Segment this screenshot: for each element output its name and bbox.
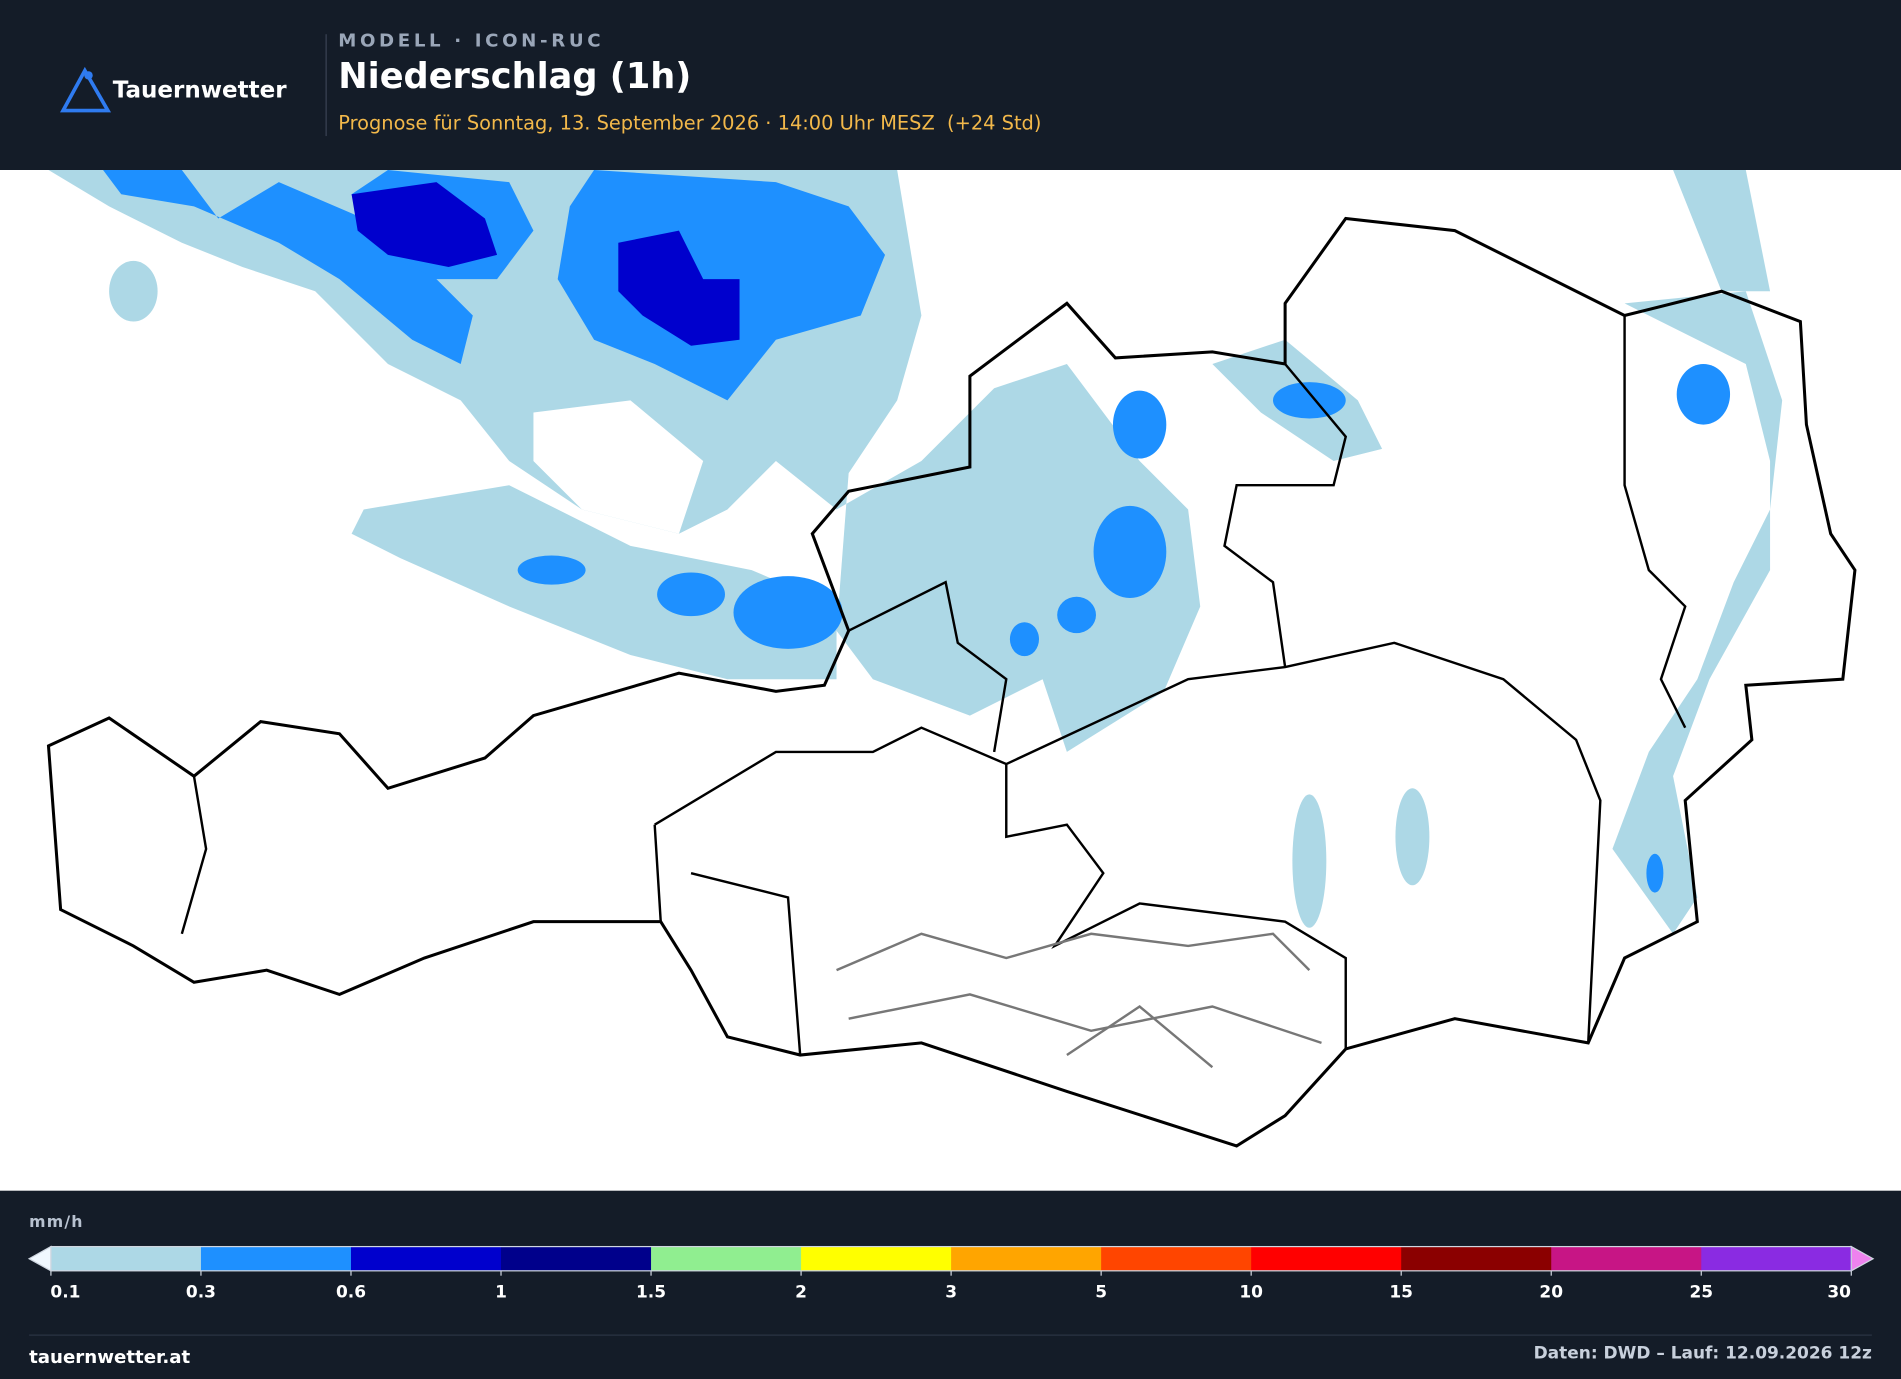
precip-strong: [351, 182, 498, 267]
legend-unit: mm/h: [29, 1212, 84, 1231]
precip-light: [351, 485, 837, 680]
legend-segment: [1101, 1246, 1252, 1271]
precip-mid: [1112, 390, 1167, 459]
precip-light: [1292, 794, 1327, 928]
precip-gap: [533, 400, 704, 534]
legend-segment: [501, 1246, 652, 1271]
precip-light: [1612, 291, 1783, 934]
legend-segment: [200, 1246, 352, 1271]
legend-label: 1: [495, 1283, 507, 1303]
legend-segment: [651, 1246, 802, 1271]
precip-mid: [103, 169, 473, 364]
footer-site: tauernwetter.at: [29, 1347, 190, 1368]
kicker: MODELL · ICON-RUC: [338, 30, 604, 51]
legend-label: 30: [1827, 1283, 1851, 1303]
logo-dot: [84, 71, 93, 80]
precip-mid: [1272, 382, 1346, 419]
precip-mid: [1093, 505, 1167, 598]
legend-segment: [350, 1246, 502, 1271]
legend-label: 3: [945, 1283, 957, 1303]
legend-label: 1.5: [636, 1283, 666, 1303]
legend-label: 2: [795, 1283, 807, 1303]
legend-segment: [951, 1246, 1102, 1271]
precip-mid: [1057, 596, 1096, 634]
footer-source: Daten: DWD – Lauf: 12.09.2026 12z: [1534, 1343, 1872, 1363]
subtitle: Prognose für Sonntag, 13. September 2026…: [338, 111, 1041, 134]
legend-segment: [1701, 1246, 1852, 1271]
legend-label: 10: [1239, 1283, 1263, 1303]
precip-light: [109, 260, 158, 322]
legend-label: 0.3: [186, 1283, 216, 1303]
title: Niederschlag (1h): [338, 56, 691, 97]
colorbar: 0.1 0.3 0.6 1 1.5 2 3 5 10 15 20 25 30: [27, 1245, 1875, 1303]
legend-segment: [50, 1246, 202, 1271]
precip-mid: [1676, 363, 1731, 425]
legend-label: 25: [1689, 1283, 1713, 1303]
header-bg: [0, 0, 1901, 170]
legend-label: 15: [1389, 1283, 1413, 1303]
logo-text: Tauernwetter: [113, 78, 287, 104]
legend-segment: [1251, 1246, 1402, 1271]
roads: [836, 932, 1322, 1069]
precip-mid: [1009, 622, 1040, 657]
precip-light: [1673, 169, 1771, 292]
legend-segment: [801, 1246, 952, 1271]
precip-strong: [618, 230, 740, 346]
precip-mid: [657, 572, 725, 617]
legend-label: 0.1: [50, 1283, 80, 1303]
legend-segment: [1551, 1246, 1702, 1271]
legend-segment: [1401, 1246, 1552, 1271]
legend-label: 20: [1539, 1283, 1563, 1303]
precip-light: [1395, 788, 1430, 886]
state-border: [180, 315, 1687, 1056]
legend-label: 5: [1095, 1283, 1107, 1303]
country-border: [46, 216, 1857, 1148]
legend-label: 0.6: [336, 1283, 366, 1303]
precip-mid: [517, 555, 586, 585]
footer-bg: [0, 1190, 1901, 1379]
logo-icon: [59, 66, 112, 113]
precip-mid: [1646, 853, 1664, 893]
precip-mid: [733, 576, 843, 649]
